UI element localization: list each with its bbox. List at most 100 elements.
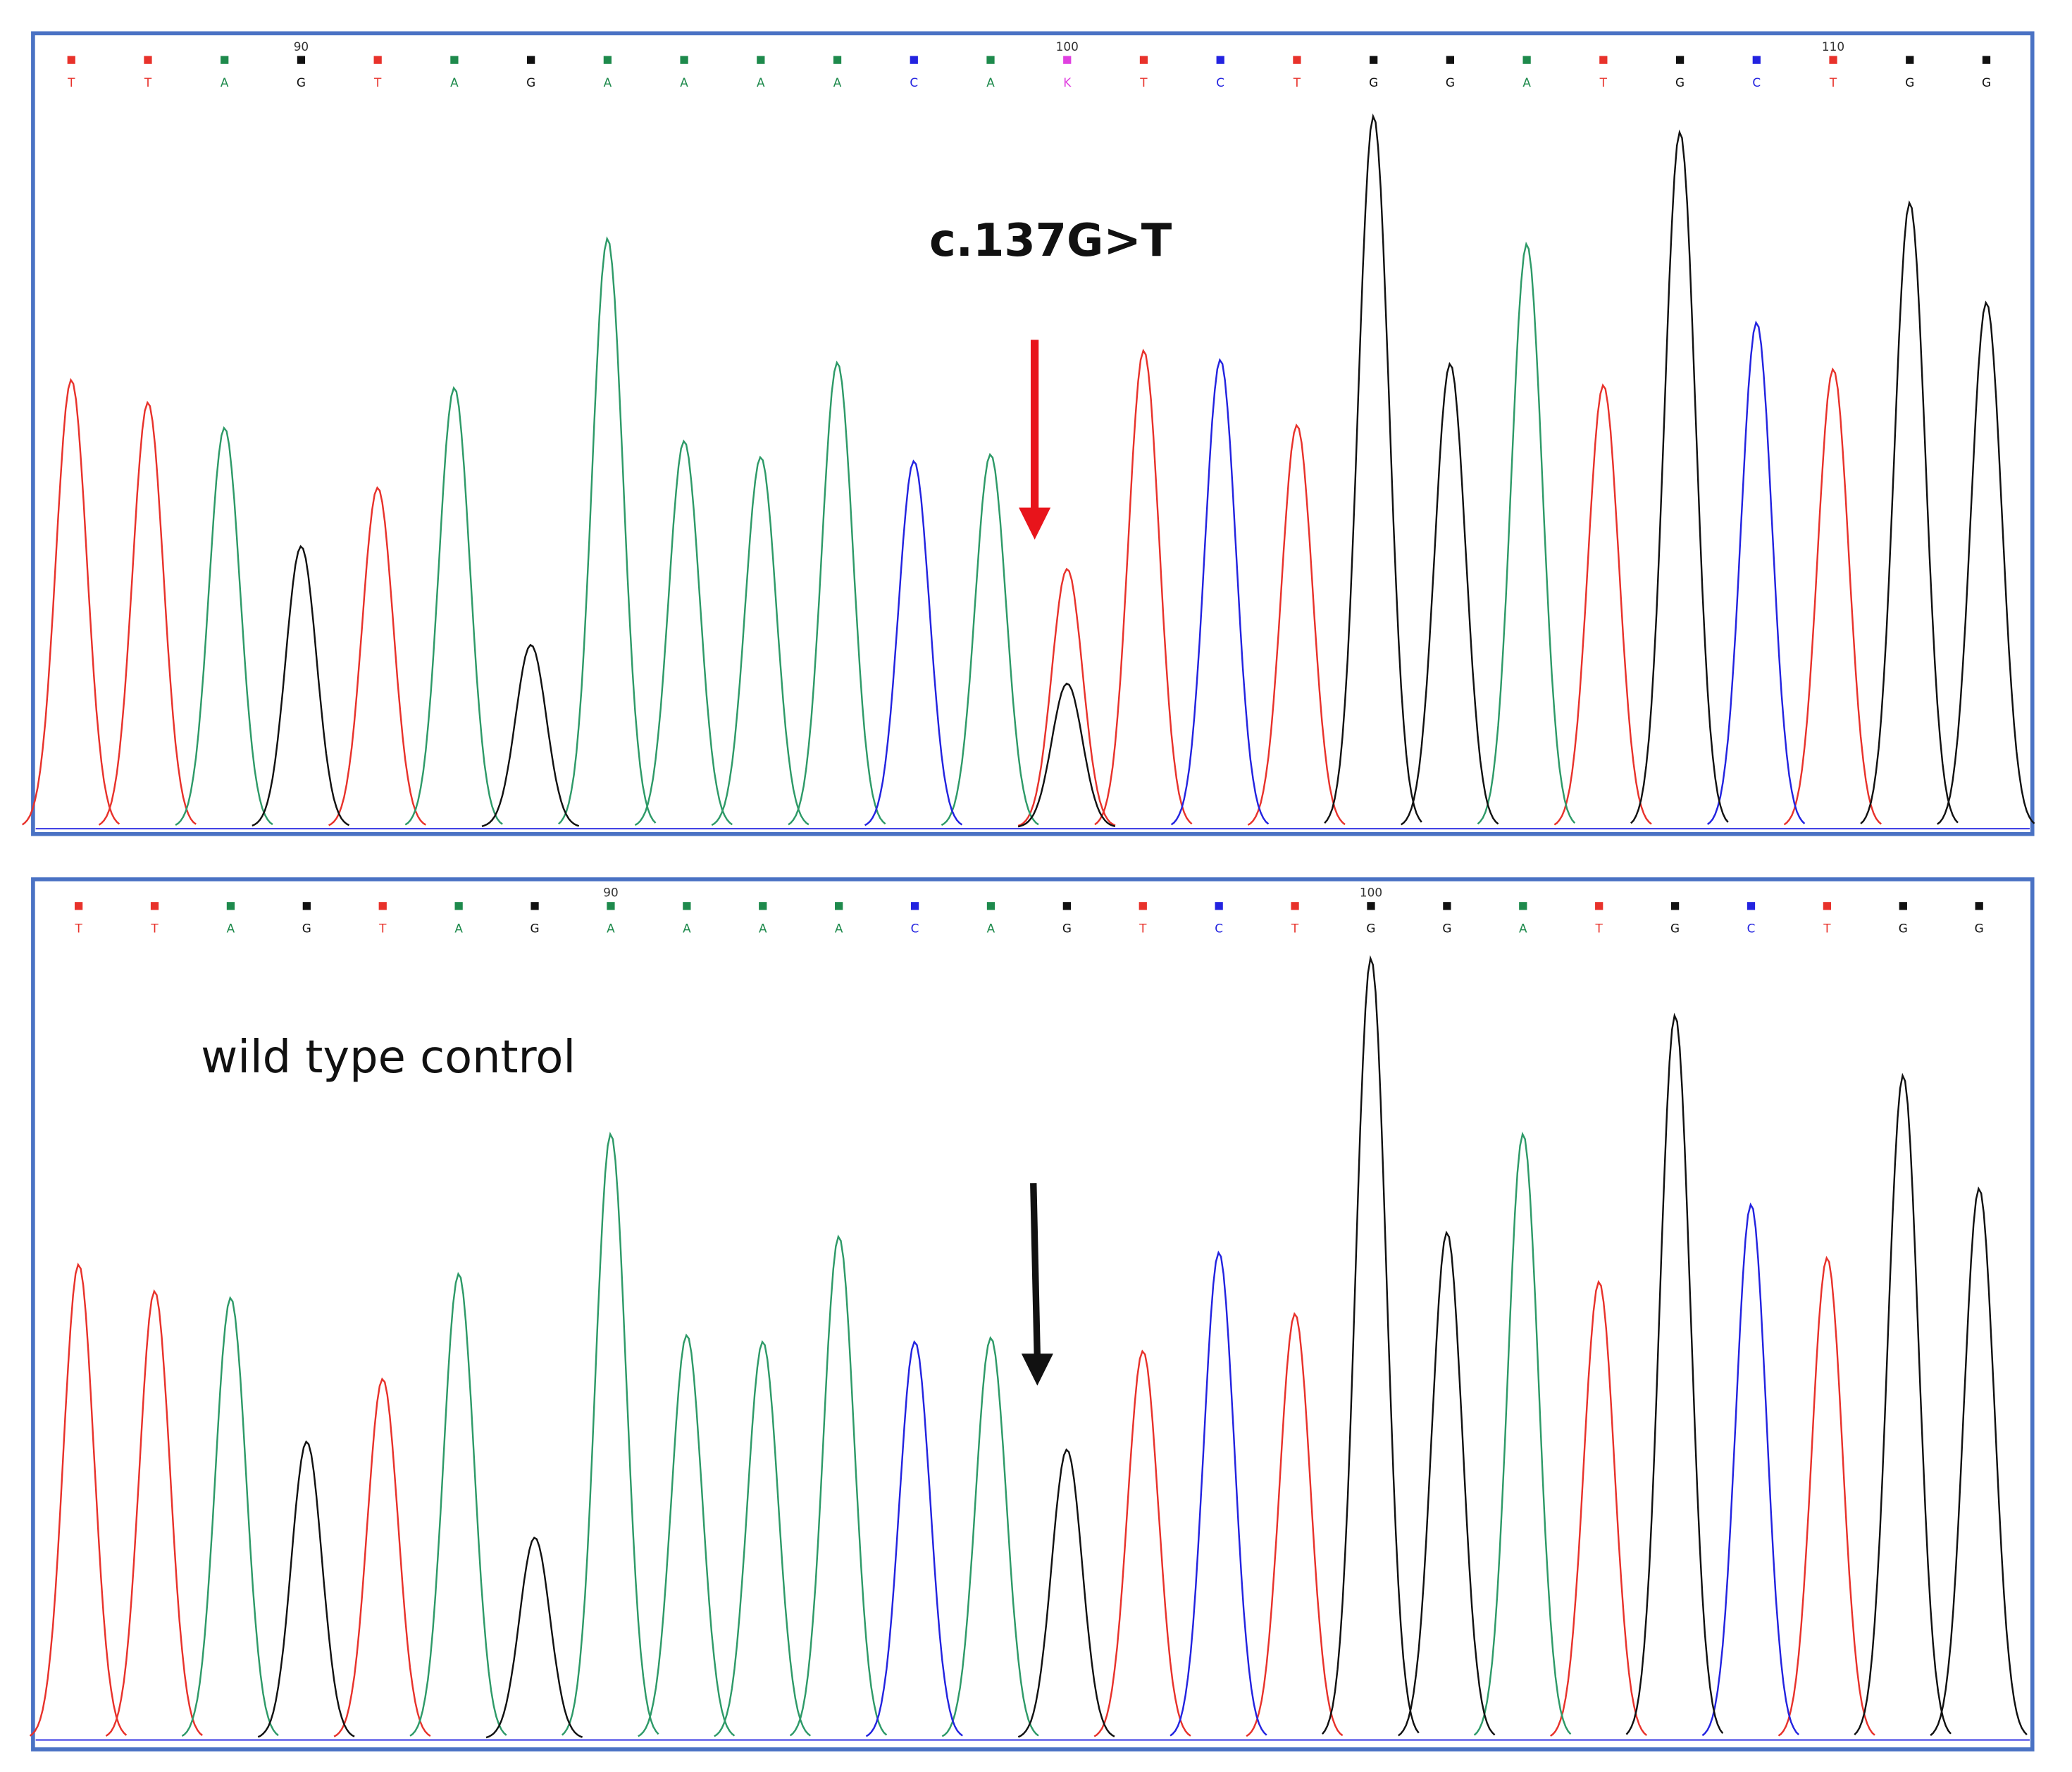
base-call: C: [1747, 922, 1756, 936]
base-call: C: [911, 922, 919, 936]
call-marker: [1975, 902, 1983, 910]
trace-peak: [1017, 1448, 1115, 1738]
ruler-label: 100: [1360, 886, 1382, 900]
base-call: G: [1670, 922, 1680, 936]
trace-peak: [1860, 200, 1959, 824]
base-call: G: [1975, 922, 1984, 936]
trace-peak: [409, 1272, 507, 1737]
call-marker: [378, 902, 387, 910]
trace-peak: [1398, 1230, 1496, 1737]
call-marker: [1216, 56, 1224, 64]
base-call: A: [759, 922, 767, 936]
trace-peak: [1783, 367, 1882, 826]
call-marker: [835, 902, 843, 910]
base-call: G: [1446, 75, 1455, 89]
base-call: T: [1293, 75, 1301, 89]
call-marker: [144, 56, 152, 64]
base-call: G: [1366, 922, 1375, 936]
arrow-head: [1021, 1353, 1053, 1386]
ruler-label: 100: [1056, 39, 1079, 54]
trace-peak: [941, 452, 1039, 826]
trace-peak: [21, 378, 120, 826]
call-marker: [1062, 902, 1071, 910]
trace-peak: [865, 1340, 963, 1737]
trace-peak: [714, 1340, 812, 1737]
annotation: c.137G>T: [929, 215, 1172, 267]
trace-peak: [864, 459, 963, 826]
base-call: A: [986, 75, 995, 89]
base-call: A: [454, 922, 463, 936]
base-call: A: [1522, 75, 1531, 89]
call-marker: [986, 902, 995, 910]
trace-peak: [634, 439, 733, 826]
trace-peak: [1170, 358, 1270, 826]
trace-peak: [1321, 955, 1420, 1735]
call-marker: [1599, 56, 1608, 64]
base-call: G: [302, 922, 311, 936]
base-call: A: [757, 75, 765, 89]
call-marker: [531, 902, 539, 910]
base-call: G: [1899, 922, 1908, 936]
call-marker: [1519, 902, 1527, 910]
trace-peak: [638, 1333, 736, 1737]
call-marker: [1675, 56, 1685, 64]
call-marker: [759, 902, 767, 910]
call-marker: [221, 56, 229, 64]
call-marker: [680, 56, 688, 64]
call-marker: [302, 902, 311, 910]
call-marker: [1752, 56, 1761, 64]
base-call: G: [1905, 75, 1914, 89]
base-call: A: [450, 75, 459, 89]
call-marker: [150, 902, 159, 910]
arrow-head: [1019, 507, 1051, 540]
trace-peak: [1247, 423, 1346, 826]
base-call: T: [378, 922, 387, 936]
base-call: G: [1982, 75, 1991, 89]
trace-peak: [252, 545, 350, 826]
trace-peak: [1701, 1202, 1799, 1737]
base-call: T: [74, 922, 82, 936]
call-marker: [1747, 902, 1756, 910]
call-marker: [1899, 902, 1907, 910]
base-call: A: [835, 922, 843, 936]
trace-peak: [105, 1289, 203, 1737]
trace-peak: [941, 1336, 1039, 1737]
base-call: A: [987, 922, 995, 936]
panel-frame: [31, 877, 2035, 1752]
ruler-label: 90: [603, 886, 618, 900]
base-call: K: [1063, 75, 1072, 89]
base-call: A: [833, 75, 842, 89]
arrow-shaft: [1030, 1183, 1041, 1359]
call-marker: [833, 56, 842, 64]
call-marker: [450, 56, 459, 64]
call-marker: [603, 56, 612, 64]
base-call: A: [607, 922, 615, 936]
trace-peak: [711, 455, 809, 826]
trace-peak: [1093, 1349, 1191, 1737]
trace-peak: [181, 1296, 279, 1737]
trace-peak: [1778, 1256, 1875, 1737]
trace-peak: [562, 1132, 659, 1736]
call-marker: [1906, 56, 1914, 64]
base-call: A: [1519, 922, 1527, 936]
trace-peak: [328, 485, 426, 826]
call-marker: [1215, 902, 1223, 910]
call-marker: [910, 56, 918, 64]
trace-peak: [1477, 241, 1576, 825]
call-marker: [1829, 56, 1837, 64]
call-marker: [297, 56, 306, 64]
base-call: T: [67, 75, 75, 89]
trace-peak: [98, 400, 197, 826]
call-marker: [373, 56, 382, 64]
base-call: G: [531, 922, 540, 936]
base-call: G: [1062, 922, 1072, 936]
call-marker: [226, 902, 235, 910]
trace-peak: [788, 360, 886, 826]
call-marker: [527, 56, 535, 64]
call-marker: [454, 902, 463, 910]
call-marker: [1823, 902, 1832, 910]
call-marker: [1291, 902, 1299, 910]
call-marker: [910, 902, 919, 910]
